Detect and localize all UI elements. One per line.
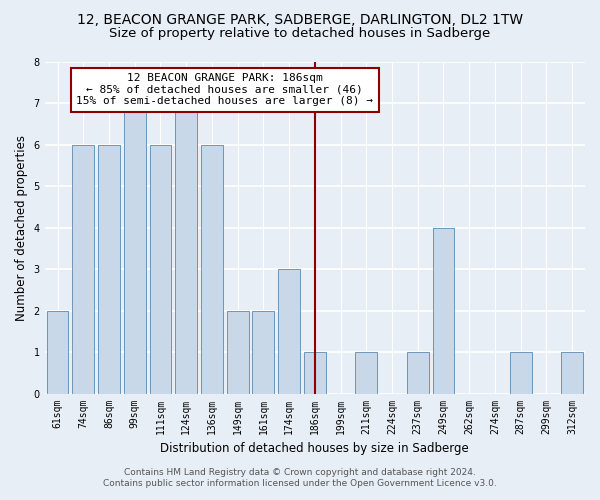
Bar <box>561 352 583 394</box>
Bar <box>149 144 172 394</box>
Bar <box>227 310 248 394</box>
Text: Contains HM Land Registry data © Crown copyright and database right 2024.
Contai: Contains HM Land Registry data © Crown c… <box>103 468 497 487</box>
Text: Size of property relative to detached houses in Sadberge: Size of property relative to detached ho… <box>109 28 491 40</box>
X-axis label: Distribution of detached houses by size in Sadberge: Distribution of detached houses by size … <box>160 442 469 455</box>
Bar <box>124 103 146 394</box>
Bar <box>47 310 68 394</box>
Bar <box>175 103 197 394</box>
Text: 12, BEACON GRANGE PARK, SADBERGE, DARLINGTON, DL2 1TW: 12, BEACON GRANGE PARK, SADBERGE, DARLIN… <box>77 12 523 26</box>
Bar <box>201 144 223 394</box>
Bar <box>278 269 300 394</box>
Bar <box>407 352 428 394</box>
Bar <box>355 352 377 394</box>
Bar <box>433 228 454 394</box>
Bar <box>73 144 94 394</box>
Bar <box>304 352 326 394</box>
Bar <box>253 310 274 394</box>
Y-axis label: Number of detached properties: Number of detached properties <box>15 134 28 320</box>
Text: 12 BEACON GRANGE PARK: 186sqm
← 85% of detached houses are smaller (46)
15% of s: 12 BEACON GRANGE PARK: 186sqm ← 85% of d… <box>76 73 373 106</box>
Bar <box>510 352 532 394</box>
Bar <box>98 144 120 394</box>
